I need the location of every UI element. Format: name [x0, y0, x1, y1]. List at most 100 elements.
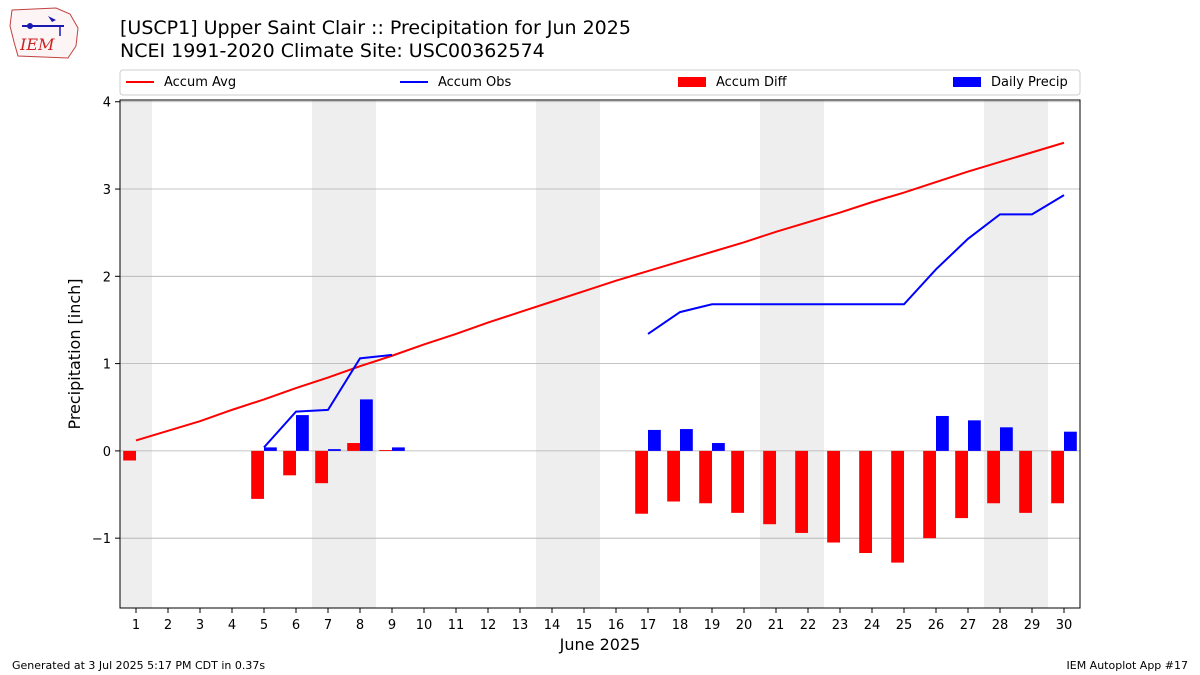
diff-bar — [1051, 450, 1064, 504]
x-tick-label: 28 — [992, 618, 1009, 633]
x-tick-label: 27 — [960, 618, 977, 633]
diff-bar — [731, 450, 744, 513]
daily-bar — [392, 447, 405, 451]
diff-bar — [635, 450, 648, 514]
diff-bar — [123, 450, 136, 461]
x-tick-label: 10 — [416, 618, 433, 633]
legend-label: Accum Obs — [438, 75, 511, 90]
daily-bar — [968, 420, 981, 451]
x-tick-label: 8 — [356, 618, 364, 633]
y-tick-label: 4 — [103, 96, 111, 111]
x-tick-label: 20 — [736, 618, 753, 633]
x-tick-label: 4 — [228, 618, 236, 633]
y-tick-label: −1 — [92, 532, 111, 547]
diff-bar — [955, 450, 968, 519]
weekend-band — [312, 100, 344, 608]
diff-bar — [1019, 450, 1032, 513]
accum-avg-line — [135, 141, 1065, 442]
daily-bar — [1000, 427, 1013, 451]
x-tick-label: 29 — [1024, 618, 1041, 633]
diff-bar — [763, 450, 776, 525]
x-tick-label: 3 — [196, 618, 204, 633]
weekend-shading — [120, 100, 1048, 608]
legend: Accum Avg Accum Obs Accum Diff Daily Precip — [119, 69, 1081, 96]
x-tick-label: 30 — [1056, 618, 1073, 633]
diff-bar — [987, 450, 1000, 504]
daily-bar — [360, 399, 373, 451]
chart-subtitle: NCEI 1991-2020 Climate Site: USC00362574 — [120, 40, 545, 62]
x-tick-label: 11 — [448, 618, 465, 633]
bars — [123, 399, 1077, 563]
y-tick-label: 1 — [103, 358, 111, 373]
grid-lines — [120, 101, 1080, 539]
x-axis-label: June 2025 — [559, 635, 641, 654]
x-tick-label: 22 — [800, 618, 817, 633]
diff-bar — [667, 450, 680, 502]
iem-logo: IEM — [8, 6, 82, 60]
x-tick-label: 14 — [544, 618, 561, 633]
legend-box — [119, 69, 1081, 96]
x-tick-label: 23 — [832, 618, 849, 633]
weekend-band — [984, 100, 1016, 608]
generated-timestamp: Generated at 3 Jul 2025 5:17 PM CDT in 0… — [12, 659, 266, 672]
weekend-band — [568, 100, 600, 608]
x-tick-label: 24 — [864, 618, 881, 633]
diff-bar — [251, 450, 264, 499]
daily-bar — [936, 415, 949, 451]
weekend-band — [760, 100, 792, 608]
diff-bar — [923, 450, 936, 539]
x-tick-label: 21 — [768, 618, 785, 633]
daily-bar — [264, 447, 277, 451]
accum-obs-line — [263, 353, 393, 449]
chart-title: [USCP1] Upper Saint Clair :: Precipitati… — [120, 17, 631, 39]
x-tick-label: 2 — [164, 618, 172, 633]
diff-bar — [379, 450, 392, 451]
weekend-band — [536, 100, 568, 608]
legend-swatch-bar — [678, 77, 706, 87]
app-credit: IEM Autoplot App #17 — [1066, 659, 1189, 672]
daily-bar — [328, 449, 341, 451]
x-tick-label: 6 — [292, 618, 300, 633]
x-tick-label: 5 — [260, 618, 268, 633]
legend-label: Daily Precip — [991, 75, 1068, 90]
daily-bar — [1064, 431, 1077, 451]
logo-text: IEM — [19, 35, 55, 54]
legend-label: Accum Diff — [716, 75, 788, 90]
diff-bar — [283, 450, 296, 476]
x-tick-label: 1 — [132, 618, 140, 633]
lines — [135, 141, 1065, 449]
x-tick-label: 19 — [704, 618, 721, 633]
diff-bar — [827, 450, 840, 543]
x-tick-label: 25 — [896, 618, 913, 633]
x-tick-label: 17 — [640, 618, 657, 633]
y-axis-label: Precipitation [inch] — [65, 278, 84, 429]
diff-bar — [859, 450, 872, 554]
diff-bar — [347, 443, 360, 451]
y-tick-label: 2 — [103, 270, 111, 285]
x-tick-label: 7 — [324, 618, 332, 633]
x-tick-label: 13 — [512, 618, 529, 633]
daily-bar — [680, 429, 693, 451]
diff-bar — [795, 450, 808, 533]
x-tick-label: 12 — [480, 618, 497, 633]
accum-obs-line — [647, 194, 1065, 335]
x-tick-label: 18 — [672, 618, 689, 633]
x-tick-label: 9 — [388, 618, 396, 633]
x-tick-label: 15 — [576, 618, 593, 633]
y-tick-label: 0 — [103, 445, 111, 460]
diff-bar — [891, 450, 904, 563]
legend-swatch-bar — [953, 77, 981, 87]
x-tick-label: 26 — [928, 618, 945, 633]
daily-bar — [648, 429, 661, 451]
weekend-band — [120, 100, 152, 608]
x-tick-label: 16 — [608, 618, 625, 633]
diff-bar — [315, 450, 328, 484]
diff-bar — [699, 450, 712, 504]
daily-bar — [296, 415, 309, 451]
weekend-band — [1016, 100, 1048, 608]
axis-ticks: 1 2 3 4 5 6 7 8 9 10 11 12 13 14 15 16 17 18 19 20 21 22 23 24 2… — [92, 96, 1072, 633]
y-tick-label: 3 — [103, 183, 111, 198]
daily-bar — [712, 443, 725, 451]
legend-label: Accum Avg — [164, 75, 236, 90]
